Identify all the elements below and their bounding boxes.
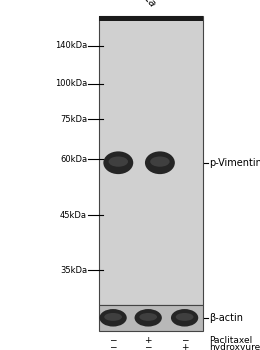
Text: 60kDa: 60kDa [60, 155, 87, 164]
Text: −: − [109, 343, 117, 350]
Text: +: + [181, 343, 188, 350]
Text: −: − [181, 336, 188, 345]
Text: β-actin: β-actin [209, 313, 243, 323]
Bar [99, 16, 203, 21]
Text: −: − [145, 343, 152, 350]
Bar [99, 16, 203, 304]
Text: Paclitaxel: Paclitaxel [209, 336, 252, 345]
Text: 75kDa: 75kDa [60, 114, 87, 124]
Ellipse shape [176, 313, 193, 321]
Text: 35kDa: 35kDa [60, 266, 87, 275]
Ellipse shape [135, 309, 162, 327]
Text: 140kDa: 140kDa [55, 41, 87, 50]
Bar [99, 304, 203, 331]
Ellipse shape [145, 151, 175, 174]
Text: hydroxyurea: hydroxyurea [209, 343, 260, 350]
Ellipse shape [103, 151, 133, 174]
Ellipse shape [104, 313, 122, 321]
Ellipse shape [171, 309, 198, 327]
Text: 45kDa: 45kDa [60, 211, 87, 220]
Text: +: + [145, 336, 152, 345]
Ellipse shape [150, 156, 170, 167]
Text: 100kDa: 100kDa [55, 79, 87, 89]
Ellipse shape [109, 156, 128, 167]
Text: HeLa: HeLa [133, 0, 158, 9]
Ellipse shape [139, 313, 157, 321]
Text: −: − [109, 336, 117, 345]
Ellipse shape [99, 309, 127, 327]
Text: p-Vimentin-S83: p-Vimentin-S83 [209, 158, 260, 168]
